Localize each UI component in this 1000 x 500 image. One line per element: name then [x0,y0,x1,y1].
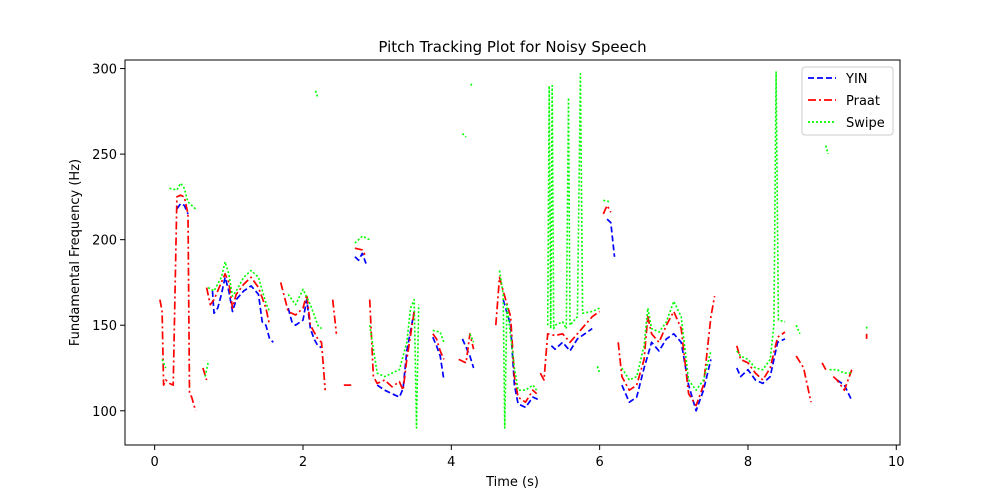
y-tick-label-2: 200 [92,234,117,249]
y-tick-label-1: 150 [92,319,117,334]
series-swipe-segment-12 [498,270,538,429]
series-swipe-segment-19 [825,145,829,155]
series-yin-segment-2 [354,252,367,264]
chart-title: Pitch Tracking Plot for Noisy Speech [378,38,646,56]
series-swipe-segment-4 [314,90,319,98]
series-swipe-segment-6 [354,235,371,244]
series-yin-segment-10 [621,332,712,412]
series-praat-segment-11 [539,310,601,381]
x-axis: 0 2 4 6 8 10 [151,445,905,470]
series-swipe-segment-20 [829,368,852,374]
x-tick-label-3: 6 [596,455,604,470]
series-yin-segment-1 [176,202,189,215]
series-praat-segment-15 [795,355,812,403]
series-praat-segment-3 [279,282,327,391]
x-tick-label-2: 4 [447,455,455,470]
series-praat [159,194,868,412]
plot-frame [124,59,901,446]
x-tick-label-1: 2 [299,455,307,470]
legend-label-swipe: Swipe [846,116,885,131]
series-yin-segment-6 [461,338,475,369]
series-yin-segment-7 [502,299,541,409]
series-swipe-segment-18 [795,324,801,335]
series-swipe-segment-3 [207,261,271,312]
legend-label-yin: YIN [845,72,868,87]
series-praat-segment-1 [202,367,208,381]
series-layer [159,71,868,429]
series-swipe-segment-14 [596,366,601,374]
legend: YIN Praat Swipe [801,66,894,136]
series-swipe-segment-9 [461,133,467,138]
series-yin-segment-11 [736,338,786,385]
series-praat-segment-9 [458,332,475,364]
series-praat-segment-8 [432,333,445,360]
x-tick-label-5: 10 [888,455,905,470]
series-praat-segment-17 [832,369,853,392]
legend-box [801,66,894,136]
y-axis: 100 150 200 250 300 [92,63,125,420]
series-praat-segment-7 [368,299,416,392]
legend-label-praat: Praat [846,94,880,109]
series-yin-segment-0 [211,276,274,343]
series-yin-segment-9 [606,218,616,257]
series-yin-segment-12 [836,379,853,401]
series-praat-segment-13 [617,295,716,407]
y-tick-label-0: 100 [92,405,117,420]
series-praat-segment-0 [159,194,197,412]
series-swipe-segment-17 [736,71,786,371]
series-swipe-segment-1 [169,182,197,210]
series-praat-segment-4 [331,299,338,334]
y-tick-label-3: 250 [92,148,117,163]
x-tick-label-0: 0 [151,455,159,470]
series-yin-segment-4 [376,311,416,398]
series-praat-segment-14 [735,331,786,381]
series-swipe-segment-16 [621,300,712,391]
y-axis-label: Fundamental Frequency (Hz) [68,159,83,346]
series-praat-segment-10 [494,276,538,404]
series-yin-segment-3 [287,298,322,349]
series-swipe [161,71,868,429]
series-praat-segment-6 [354,247,367,258]
x-tick-label-4: 8 [744,455,752,470]
series-yin [176,202,853,412]
series-swipe-segment-0 [161,359,167,369]
series-praat-segment-12 [602,204,612,215]
series-yin-segment-8 [550,327,593,352]
y-tick-label-4: 300 [92,63,117,78]
series-swipe-segment-15 [603,199,611,203]
series-swipe-segment-7 [368,298,420,429]
series-swipe-segment-11 [469,333,475,343]
series-praat-segment-2 [205,273,271,326]
x-axis-label: Time (s) [485,475,539,490]
series-swipe-segment-13 [546,72,600,330]
series-swipe-segment-5 [287,288,323,330]
series-yin-segment-5 [432,336,445,381]
series-praat-segment-16 [821,362,827,371]
